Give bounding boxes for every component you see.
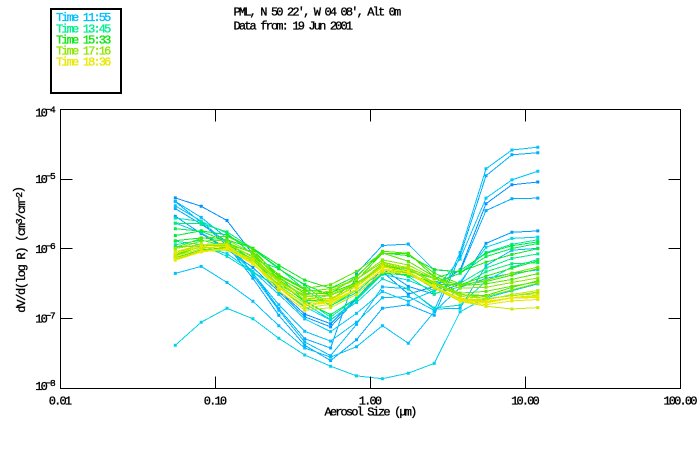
svg-text:Time 15:33: Time 15:33: [56, 33, 111, 47]
svg-text:dV/d(log R) (cm3/cm−2): dV/d(log R) (cm3/cm−2): [12, 187, 29, 312]
svg-text:0.10: 0.10: [204, 395, 227, 409]
svg-text:1.00: 1.00: [359, 395, 382, 409]
svg-text:100.00: 100.00: [663, 395, 697, 409]
svg-text:−4: −4: [46, 105, 57, 116]
svg-text:Aerosol Size (μm): Aerosol Size (μm): [325, 406, 417, 420]
svg-text:−5: −5: [46, 171, 57, 182]
svg-text:PML, N 50 22', W 04 08', Alt 0: PML, N 50 22', W 04 08', Alt 0m: [234, 6, 402, 20]
svg-text:Time 13:45: Time 13:45: [56, 22, 111, 36]
svg-text:Time 18:36: Time 18:36: [56, 56, 111, 70]
svg-text:10.00: 10.00: [511, 395, 539, 409]
svg-text:Data from: 19 Jun 2001: Data from: 19 Jun 2001: [234, 20, 353, 34]
svg-text:Time 11:55: Time 11:55: [56, 11, 111, 25]
svg-text:Time 17:16: Time 17:16: [56, 45, 111, 59]
svg-text:0.01: 0.01: [49, 395, 72, 409]
svg-text:−7: −7: [46, 311, 56, 322]
svg-text:−6: −6: [46, 241, 57, 252]
svg-text:−8: −8: [46, 378, 57, 389]
